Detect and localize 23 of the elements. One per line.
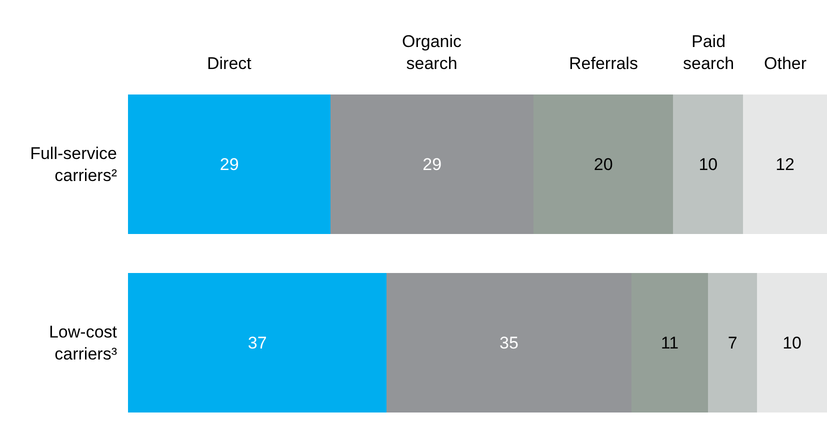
data-label: 10 — [782, 333, 802, 352]
data-label: 20 — [594, 154, 613, 174]
y-tick-label: Low-cost carriers³ — [48, 322, 118, 364]
series-label: Other — [764, 54, 807, 73]
bar — [757, 273, 827, 412]
data-label: 11 — [660, 333, 679, 352]
bar — [708, 273, 758, 412]
series-label: Referrals — [569, 54, 638, 73]
bar — [128, 273, 387, 412]
data-label: 12 — [776, 154, 795, 174]
y-tick-label: Full-service carriers² — [30, 144, 118, 186]
series-label: Paid search — [683, 32, 734, 74]
data-label: 29 — [220, 154, 239, 174]
data-label: 37 — [248, 333, 267, 352]
bar — [743, 94, 827, 234]
series-label: Direct — [207, 54, 252, 73]
series-label: Organic search — [402, 32, 462, 74]
data-label: 10 — [698, 154, 718, 174]
bar — [128, 94, 331, 234]
data-label: 29 — [422, 154, 442, 174]
bar — [673, 94, 744, 234]
data-label: 35 — [499, 333, 518, 352]
data-label: 7 — [728, 333, 738, 352]
